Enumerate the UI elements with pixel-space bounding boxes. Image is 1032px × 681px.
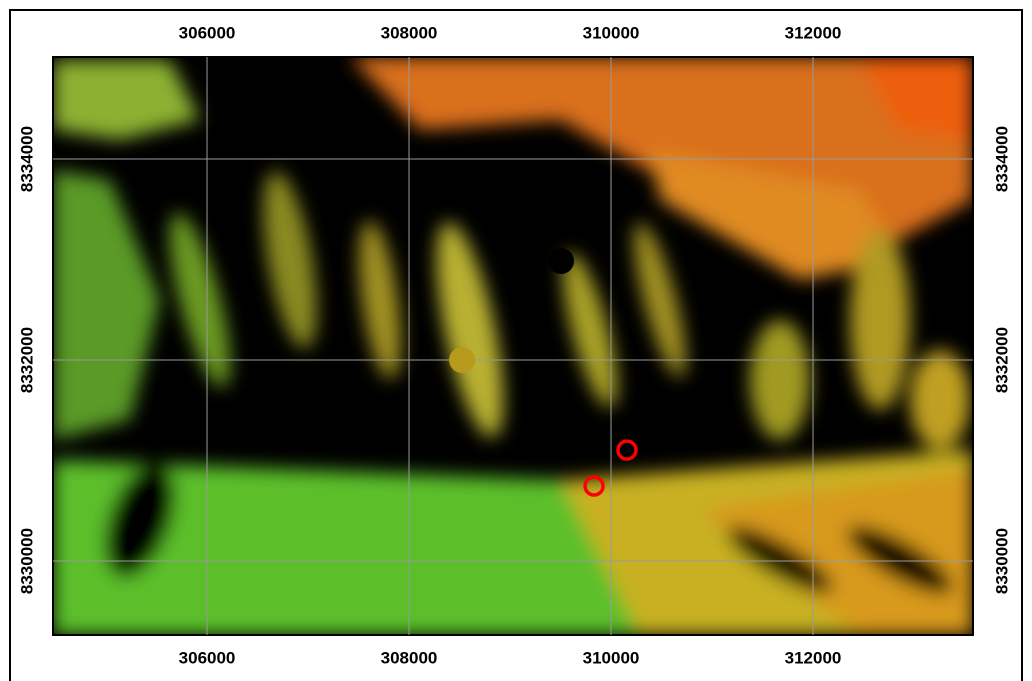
y-tick-label: 8330000 <box>17 528 36 594</box>
map-figure: 306000 306000 308000 308000 310000 310000 3120… <box>0 0 1032 681</box>
x-tick-label: 310000 <box>583 23 640 42</box>
x-tick-label: 312000 <box>785 23 842 42</box>
x-tick-label: 310000 <box>583 648 640 667</box>
y-tick-label: 8334000 <box>992 126 1011 192</box>
y-tick-label: 8330000 <box>992 528 1011 594</box>
y-tick-label: 8332000 <box>992 327 1011 393</box>
x-tick-label: 306000 <box>179 23 236 42</box>
site-marker <box>548 248 574 274</box>
y-tick-label: 8334000 <box>17 126 36 192</box>
y-tick-label: 8332000 <box>17 327 36 393</box>
terrain-image <box>53 57 973 635</box>
x-tick-label: 306000 <box>179 648 236 667</box>
x-tick-label: 308000 <box>381 23 438 42</box>
x-tick-label: 312000 <box>785 648 842 667</box>
site-marker <box>449 347 475 373</box>
x-tick-label: 308000 <box>381 648 438 667</box>
